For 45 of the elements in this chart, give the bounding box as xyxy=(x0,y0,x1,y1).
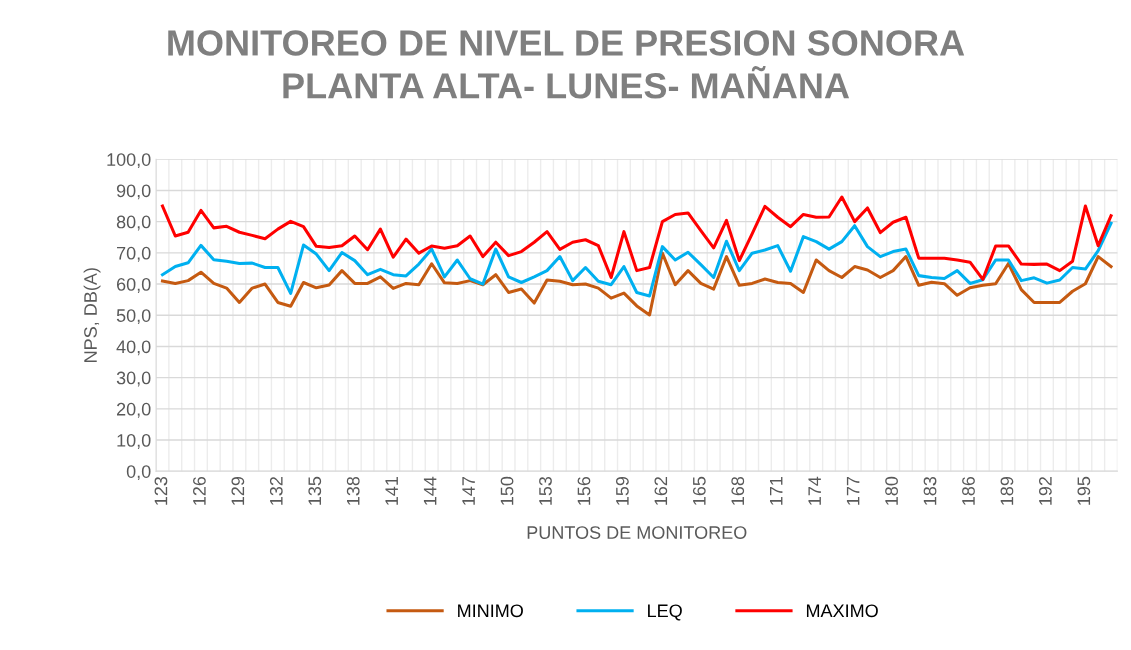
x-tick-label: 153 xyxy=(539,476,552,505)
x-tick-label: 195 xyxy=(1077,476,1091,505)
legend-label: MAXIMO xyxy=(806,604,878,618)
x-tick-label: 180 xyxy=(885,476,898,505)
x-tick-label: 135 xyxy=(308,476,322,505)
y-tick-label: 0,0 xyxy=(126,465,151,481)
legend-label: MINIMO xyxy=(458,604,523,618)
x-tick-label: 165 xyxy=(692,476,706,505)
x-tick-label: 177 xyxy=(846,477,860,505)
x-tick-label: 147 xyxy=(462,477,475,505)
x-tick-label: 174 xyxy=(808,476,821,505)
x-tick-label: 162 xyxy=(654,477,668,505)
x-tick-label: 138 xyxy=(346,476,360,505)
y-tick-label: 70,0 xyxy=(117,246,151,262)
x-tick-label: 159 xyxy=(616,476,629,505)
y-tick-label: 100,0 xyxy=(107,153,151,169)
x-tick-label: 132 xyxy=(269,477,283,505)
y-tick-label: 50,0 xyxy=(116,309,151,325)
x-tick-label: 156 xyxy=(577,476,591,505)
x-tick-label: 126 xyxy=(193,476,206,505)
y-tick-label: 20,0 xyxy=(116,402,151,418)
x-axis-title: PUNTOS DE MONITOREO xyxy=(527,526,747,539)
x-tick-label: 144 xyxy=(423,476,437,505)
chart-title: MONITOREO DE NIVEL DE PRESION SONORA PLANTA ALTA- LUNES- MAÑANA xyxy=(168,30,965,99)
line-series xyxy=(160,221,1113,298)
y-tick-label: 80,0 xyxy=(116,215,151,231)
line-series xyxy=(160,195,1113,281)
x-tick-label: 129 xyxy=(231,476,245,505)
x-tick-label: 192 xyxy=(1038,477,1052,505)
y-tick-label: 30,0 xyxy=(116,371,151,387)
x-tick-label: 186 xyxy=(962,476,975,505)
x-tick-label: 189 xyxy=(1000,476,1014,505)
line-series xyxy=(160,251,1113,317)
y-tick-label: 10,0 xyxy=(117,433,151,449)
y-tick-label: 90,0 xyxy=(116,184,151,200)
x-tick-label: 141 xyxy=(385,476,398,505)
x-tick-label: 123 xyxy=(154,476,168,505)
x-tick-label: 183 xyxy=(923,476,937,505)
y-axis-title: NPS, DB(A) xyxy=(83,268,101,362)
legend-label: LEQ xyxy=(648,604,682,621)
y-tick-label: 40,0 xyxy=(116,340,151,356)
y-tick-label: 60,0 xyxy=(117,277,151,293)
x-tick-label: 171 xyxy=(770,476,783,505)
x-tick-label: 168 xyxy=(731,476,745,505)
x-tick-label: 150 xyxy=(500,476,514,505)
